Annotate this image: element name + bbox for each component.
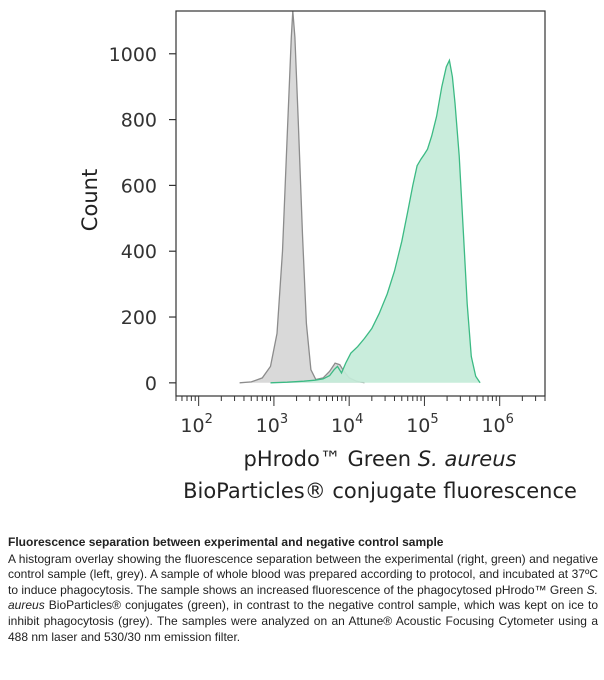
x-tick-label: 103 xyxy=(256,412,288,437)
y-tick-label: 200 xyxy=(121,307,157,329)
x-tick-exponent: 5 xyxy=(430,412,438,427)
series-0-area xyxy=(239,11,365,383)
caption-body-part-2: BioParticles® conjugates (green), in con… xyxy=(8,598,598,644)
x-axis-title-line-1: pHrodo™ Green S. aureus xyxy=(244,447,517,471)
y-tick-label: 400 xyxy=(121,241,157,263)
x-tick-exponent: 2 xyxy=(205,412,213,427)
plot-frame xyxy=(175,10,546,397)
x-tick-exponent: 4 xyxy=(355,412,363,427)
caption-body-italic: S. aureus xyxy=(8,582,598,613)
x-tick-label: 104 xyxy=(331,412,363,437)
x-tick-base: 10 xyxy=(331,415,355,437)
x-axis-title-line-2: BioParticles® conjugate fluorescence xyxy=(183,479,577,503)
caption-body-part-1: A histogram overlay showing the fluoresc… xyxy=(8,551,598,597)
caption-body: A histogram overlay showing the fluoresc… xyxy=(8,552,598,646)
series-layer xyxy=(239,10,481,384)
x-tick-label: 106 xyxy=(481,412,513,437)
series-1-area xyxy=(270,60,481,383)
x-tick-exponent: 3 xyxy=(280,412,288,427)
x-axis-title-italic: S. aureus xyxy=(418,447,517,471)
x-tick-base: 10 xyxy=(180,415,204,437)
y-tick-label: 600 xyxy=(121,175,157,197)
x-tick-exponent: 6 xyxy=(506,412,514,427)
y-axis-title: Count xyxy=(78,169,102,231)
x-tick-base: 10 xyxy=(481,415,505,437)
x-axis-title-prefix: pHrodo™ Green xyxy=(244,447,418,471)
caption-title: Fluorescence separation between experime… xyxy=(8,535,444,549)
x-tick-label: 105 xyxy=(406,412,438,437)
y-tick-label: 1000 xyxy=(109,44,157,66)
series-0-line xyxy=(239,10,365,384)
x-tick-label: 102 xyxy=(180,412,212,437)
y-tick-label: 0 xyxy=(145,373,157,395)
y-tick-label: 800 xyxy=(121,110,157,132)
series-1-line xyxy=(270,58,481,384)
figure-caption: Fluorescence separation between experime… xyxy=(8,535,598,645)
x-tick-base: 10 xyxy=(256,415,280,437)
x-tick-base: 10 xyxy=(406,415,430,437)
